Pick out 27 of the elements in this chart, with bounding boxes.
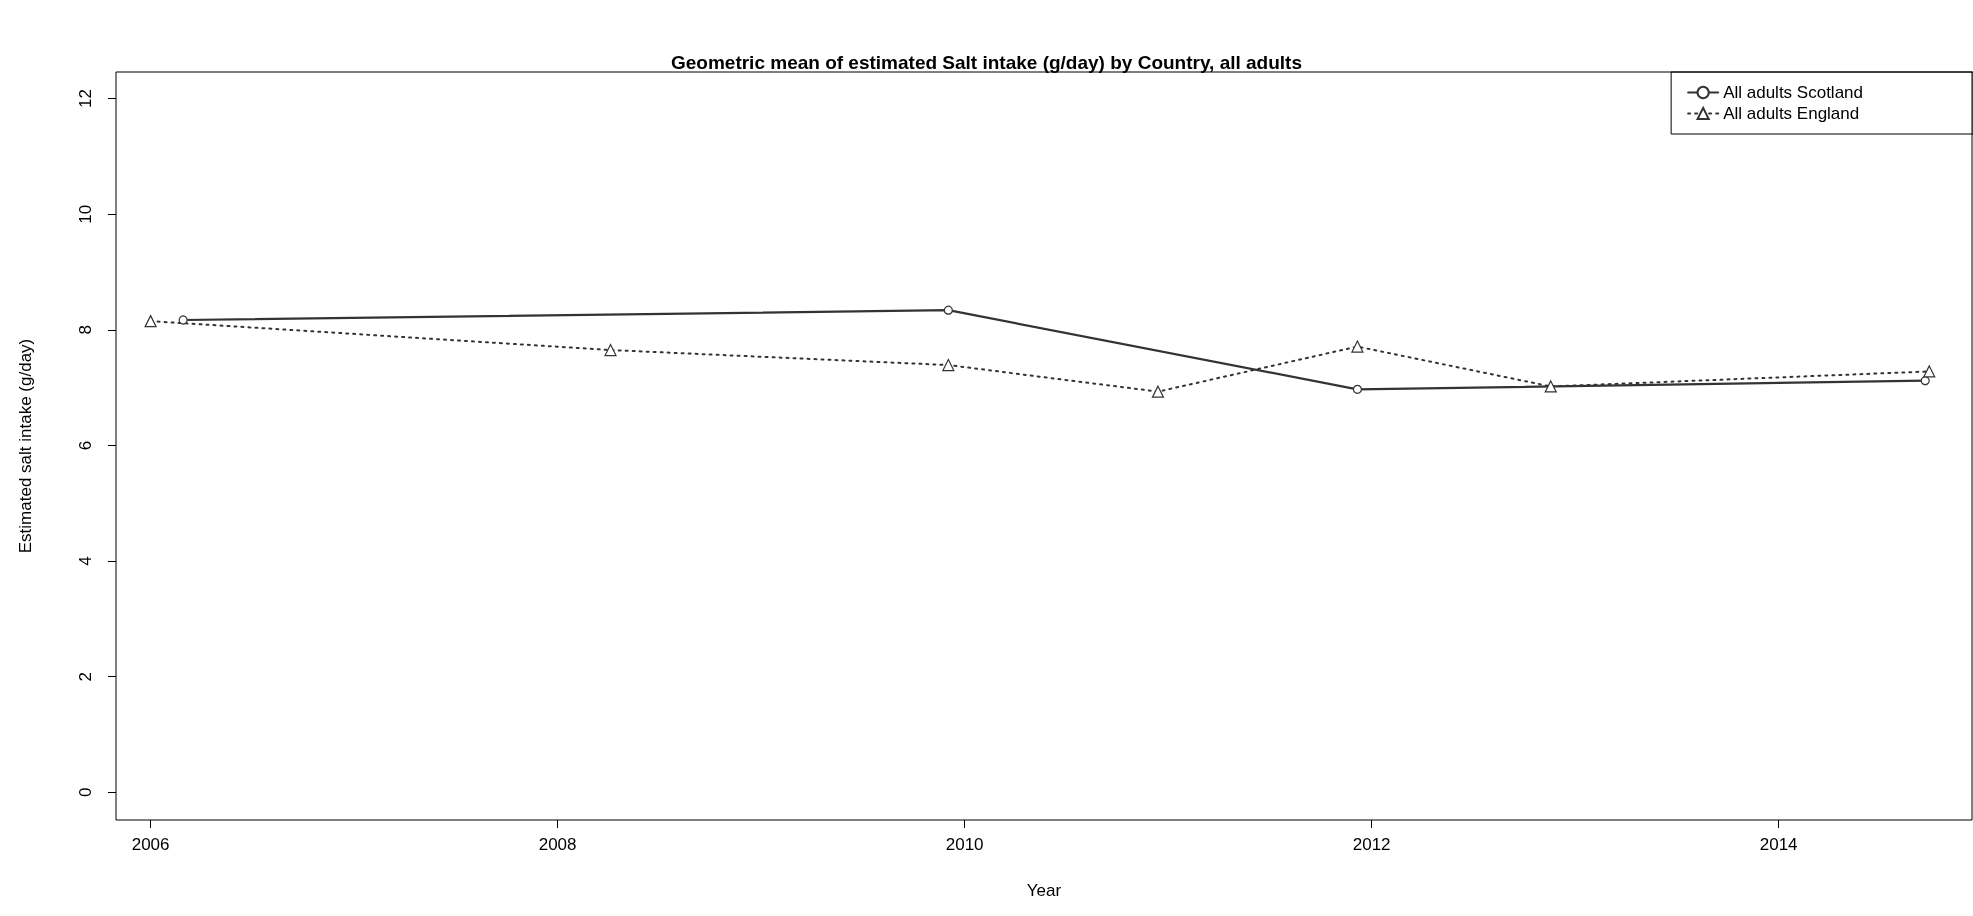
x-tick-label: 2008 bbox=[538, 835, 577, 854]
legend-label: All adults England bbox=[1723, 104, 1860, 123]
y-tick-label: 2 bbox=[76, 671, 95, 682]
y-axis-title: Estimated salt intake (g/day) bbox=[16, 338, 35, 554]
y-tick-label: 12 bbox=[76, 89, 95, 109]
x-tick-label: 2006 bbox=[131, 835, 170, 854]
y-tick-label: 0 bbox=[76, 787, 95, 797]
point bbox=[1351, 340, 1364, 353]
point bbox=[1923, 365, 1936, 378]
point bbox=[1151, 385, 1165, 398]
y-tick-label: 8 bbox=[76, 325, 95, 335]
point bbox=[1352, 384, 1362, 394]
y-tick-label: 6 bbox=[76, 440, 95, 451]
x-tick-label: 2010 bbox=[945, 835, 984, 854]
chart-title: Geometric mean of estimated Salt intake (g/day) by Country, all adults bbox=[670, 52, 1303, 73]
point bbox=[178, 315, 188, 325]
legend-label: All adults Scotland bbox=[1723, 83, 1864, 102]
y-tick-label: 10 bbox=[76, 204, 95, 224]
point bbox=[1544, 380, 1557, 393]
x-tick-label: 2014 bbox=[1759, 835, 1798, 854]
point bbox=[942, 358, 955, 372]
y-tick-label: 4 bbox=[76, 556, 95, 566]
x-tick-label: 2012 bbox=[1352, 835, 1391, 854]
point bbox=[144, 315, 157, 328]
point bbox=[604, 343, 617, 357]
point bbox=[943, 305, 953, 315]
x-axis-title: Year bbox=[1026, 881, 1062, 900]
